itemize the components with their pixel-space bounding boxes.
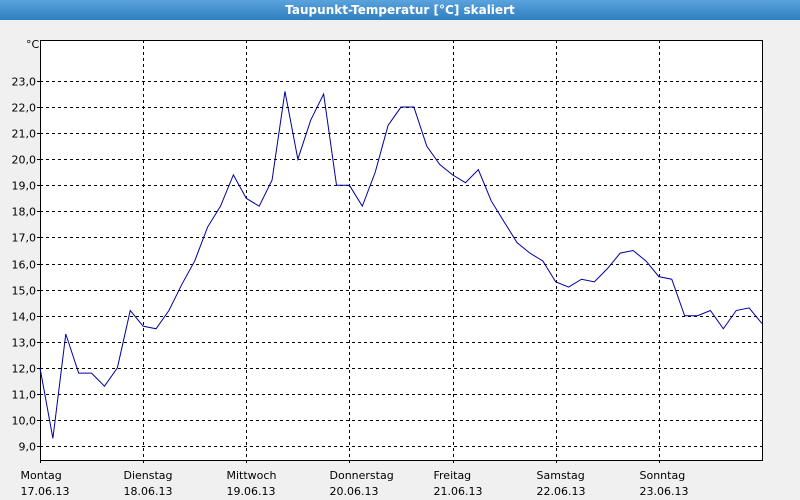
y-tick-label: 18,0 bbox=[12, 206, 37, 219]
x-tick-date: 22.06.13 bbox=[537, 485, 586, 498]
x-tick-date: 21.06.13 bbox=[434, 485, 483, 498]
x-tick-date: 17.06.13 bbox=[21, 485, 70, 498]
x-tick-label: Montag bbox=[21, 469, 62, 482]
y-tick-label: 12,0 bbox=[12, 363, 37, 376]
x-tick-label: Dienstag bbox=[124, 469, 173, 482]
x-tick-label: Freitag bbox=[434, 469, 472, 482]
y-tick-label: 22,0 bbox=[12, 102, 37, 115]
x-tick-date: 18.06.13 bbox=[124, 485, 173, 498]
y-tick-label: 23,0 bbox=[12, 76, 37, 89]
x-tick-label: Donnerstag bbox=[330, 469, 394, 482]
y-unit: °C bbox=[26, 38, 40, 51]
plot-area bbox=[40, 40, 763, 461]
y-tick-label: 17,0 bbox=[12, 232, 37, 245]
y-tick-label: 11,0 bbox=[12, 389, 37, 402]
title-bar: Taupunkt-Temperatur [°C] skaliert bbox=[0, 0, 800, 20]
x-tick-label: Sonntag bbox=[640, 469, 686, 482]
x-tick-date: 19.06.13 bbox=[227, 485, 276, 498]
y-tick-label: 14,0 bbox=[12, 311, 37, 324]
y-tick-label: 19,0 bbox=[12, 180, 37, 193]
y-tick-label: 10,0 bbox=[12, 415, 37, 428]
data-line bbox=[39, 91, 763, 439]
y-tick-label: 9,0 bbox=[19, 441, 37, 454]
x-tick-label: Samstag bbox=[537, 469, 585, 482]
y-tick-label: 15,0 bbox=[12, 285, 37, 298]
y-tick-label: 13,0 bbox=[12, 337, 37, 350]
y-tick-label: 16,0 bbox=[12, 259, 37, 272]
y-tick-label: 21,0 bbox=[12, 128, 37, 141]
y-tick-label: 20,0 bbox=[12, 154, 37, 167]
x-tick-date: 20.06.13 bbox=[330, 485, 379, 498]
x-tick-date: 23.06.13 bbox=[640, 485, 689, 498]
x-tick-label: Mittwoch bbox=[227, 469, 277, 482]
